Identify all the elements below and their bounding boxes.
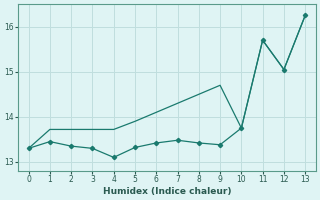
X-axis label: Humidex (Indice chaleur): Humidex (Indice chaleur) xyxy=(103,187,231,196)
